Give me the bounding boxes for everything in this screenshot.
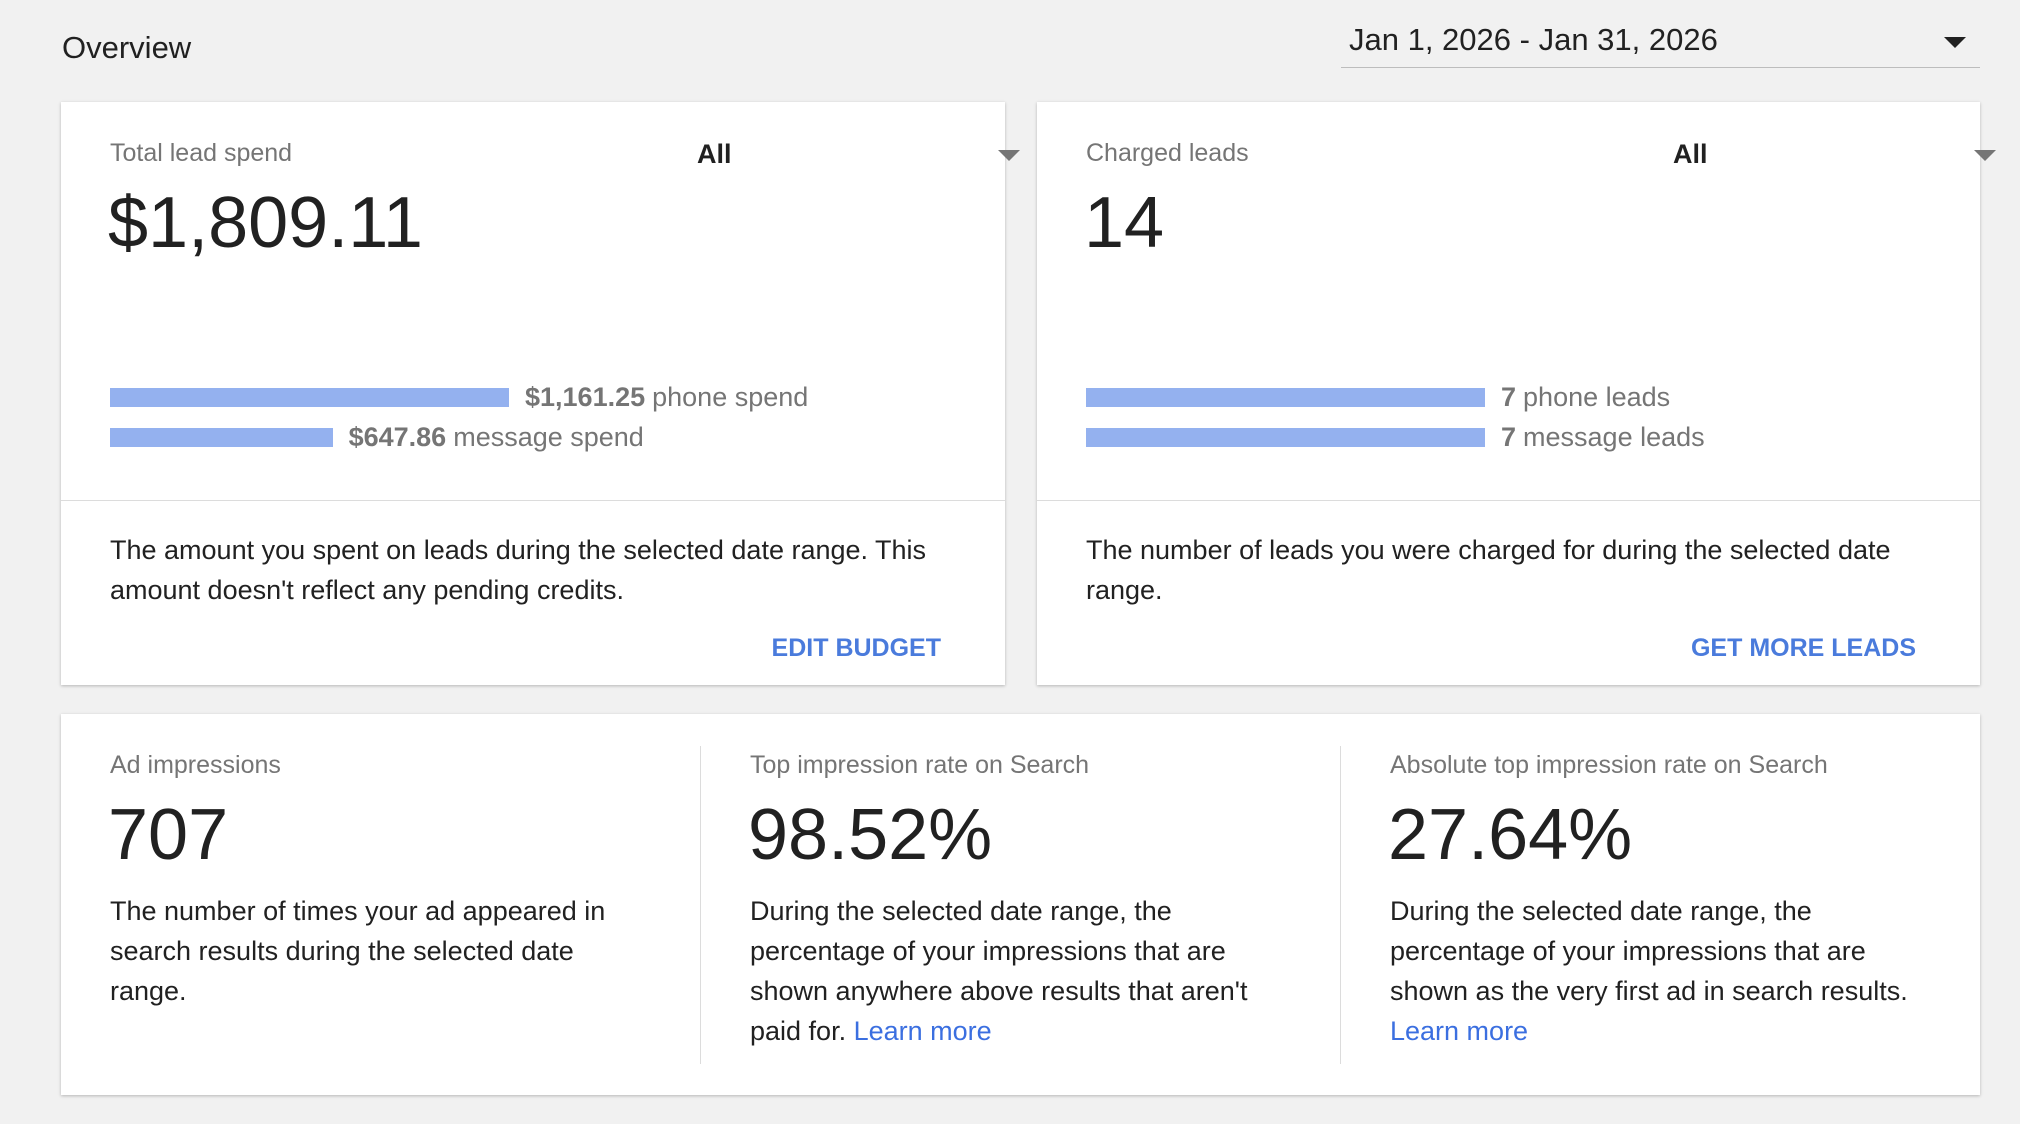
bar [110, 387, 509, 407]
divider [61, 500, 1005, 501]
metric-label: Top impression rate on Search [750, 751, 1090, 779]
total-value: $1,809.11 [108, 183, 423, 263]
filter-dropdown[interactable]: All [1597, 130, 1997, 174]
breakdown-text: message leads [1523, 421, 1705, 452]
card-label: Charged leads [1086, 139, 1249, 167]
card-description: The amount you spent on leads during the… [110, 535, 927, 605]
action-button[interactable]: GET MORE LEADS [1690, 634, 1916, 662]
metric-description-block: During the selected date range, the perc… [1390, 891, 1935, 1051]
metric-description: During the selected date range, the perc… [750, 896, 1248, 1046]
breakdown-row: 7 message leads [1086, 422, 1705, 452]
metric-value: 98.52% [748, 795, 993, 875]
breakdown-value: 7 [1501, 421, 1517, 452]
metric-value: 27.64% [1388, 795, 1633, 875]
page-title: Overview [62, 30, 192, 65]
filter-dropdown[interactable]: All [621, 130, 1021, 174]
leads-card: Charged leads All 14 7 phone leads 7 mes… [1037, 102, 1996, 685]
divider [1037, 500, 1980, 501]
date-range: Jan 1, 2026 - Jan 31, 2026 [1349, 22, 1718, 57]
separator [700, 746, 701, 1064]
metric-description: The number of times your ad appeared in … [110, 896, 606, 1006]
filter-value: All [1673, 139, 1708, 169]
spend-card: Total lead spend All $1,809.11 $1,161.25… [61, 102, 1020, 685]
metric-value: 707 [108, 795, 229, 875]
bar [110, 427, 333, 447]
metric-label: Absolute top impression rate on Search [1390, 751, 1828, 779]
metric: Absolute top impression rate on Search 2… [1388, 714, 1950, 1095]
date-range-dropdown[interactable]: Jan 1, 2026 - Jan 31, 2026 [1341, 20, 1980, 68]
learn-more-link[interactable]: Learn more [1390, 1016, 1529, 1046]
breakdown-text: message spend [453, 421, 644, 452]
bar [1086, 427, 1485, 447]
breakdown-value: $1,161.25 [525, 381, 646, 412]
dropdown-arrow [998, 150, 1020, 161]
bar [1086, 387, 1485, 407]
breakdown-row: $647.86 message spend [110, 422, 644, 452]
breakdown-value: 7 [1501, 381, 1517, 412]
metric-description: During the selected date range, the perc… [1390, 896, 1908, 1006]
breakdown-text: phone leads [1523, 381, 1671, 412]
metric: Ad impressions 707 The number of times y… [108, 714, 670, 1095]
metrics-card: Ad impressions 707 The number of times y… [61, 714, 1980, 1095]
filter-value: All [697, 139, 732, 169]
action-button[interactable]: EDIT BUDGET [771, 634, 941, 662]
metric-label: Ad impressions [110, 751, 281, 779]
dropdown-arrow [1974, 150, 1996, 161]
dropdown-arrow [1944, 37, 1966, 48]
learn-more-link[interactable]: Learn more [853, 1016, 992, 1046]
breakdown-value: $647.86 [348, 421, 447, 452]
card-description: The number of leads you were charged for… [1086, 535, 1891, 605]
total-value: 14 [1084, 183, 1165, 263]
separator [1340, 746, 1341, 1064]
breakdown-row: $1,161.25 phone spend [110, 382, 808, 412]
metric: Top impression rate on Search 98.52% Dur… [748, 714, 1310, 1095]
card-label: Total lead spend [110, 139, 293, 167]
breakdown-row: 7 phone leads [1086, 382, 1670, 412]
metric-description-block: During the selected date range, the perc… [750, 891, 1290, 1051]
breakdown-text: phone spend [652, 381, 809, 412]
